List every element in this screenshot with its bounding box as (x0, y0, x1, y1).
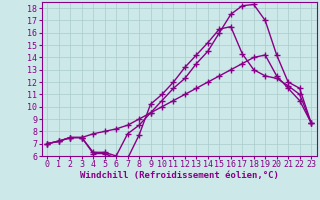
X-axis label: Windchill (Refroidissement éolien,°C): Windchill (Refroidissement éolien,°C) (80, 171, 279, 180)
